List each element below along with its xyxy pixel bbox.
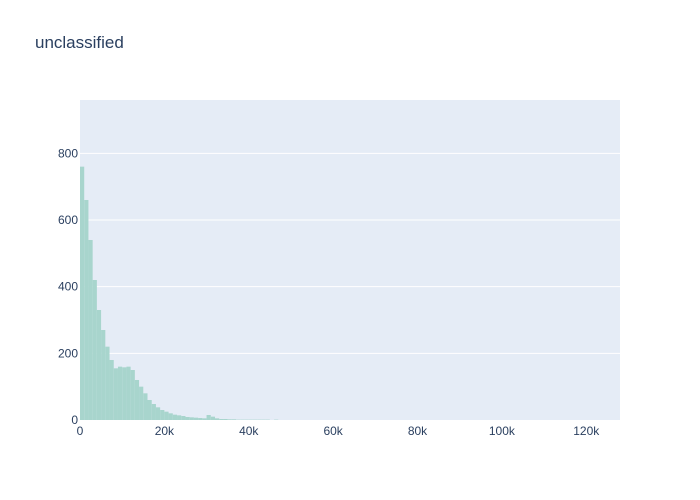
x-tick-label: 60k [323, 424, 343, 438]
histogram-bar [231, 419, 237, 420]
histogram-bar [227, 419, 232, 420]
histogram-bar [168, 413, 173, 420]
y-tick-label: 800 [58, 146, 78, 160]
histogram-bar [223, 419, 228, 420]
histogram-bar [155, 407, 161, 420]
histogram-bars [80, 166, 279, 420]
histogram-bar [147, 400, 152, 420]
histogram-bar [113, 368, 118, 420]
x-tick-label: 0 [77, 424, 84, 438]
chart-title: unclassified [35, 33, 124, 52]
histogram-bar [219, 419, 224, 420]
histogram-bar [202, 418, 207, 420]
histogram-bar [117, 366, 123, 420]
histogram-bar [164, 411, 169, 420]
histogram-bar [210, 416, 215, 420]
y-axis-ticks: 0 200 400 600 800 [58, 146, 78, 427]
histogram-bar [134, 380, 140, 420]
x-tick-label: 40k [239, 424, 259, 438]
histogram-bar [198, 418, 203, 420]
histogram-bar [80, 166, 85, 420]
y-tick-label: 400 [58, 280, 78, 294]
plot-background [80, 100, 620, 420]
histogram-bar [109, 360, 114, 420]
histogram-bar [193, 417, 199, 420]
histogram-bar [101, 330, 106, 420]
histogram-bar [151, 404, 156, 420]
x-tick-label: 100k [489, 424, 516, 438]
histogram-bar [143, 393, 148, 420]
histogram-bar [139, 386, 144, 420]
histogram-bar [189, 417, 194, 420]
histogram-bar [105, 346, 110, 420]
histogram-bar [172, 414, 178, 420]
histogram-bar [96, 310, 102, 420]
histogram-bar [88, 240, 93, 420]
histogram-bar [206, 415, 211, 420]
x-tick-label: 120k [573, 424, 600, 438]
x-tick-label: 80k [408, 424, 428, 438]
histogram-bar [160, 410, 165, 420]
histogram-bar [181, 416, 186, 420]
y-tick-label: 600 [58, 213, 78, 227]
y-tick-label: 200 [58, 346, 78, 360]
grid-lines [80, 152, 620, 354]
histogram-bar [126, 366, 131, 420]
x-tick-label: 20k [155, 424, 175, 438]
histogram-bar [215, 418, 220, 420]
histogram-bar [185, 417, 190, 420]
histogram-bar [84, 200, 89, 420]
x-axis-ticks: 0 20k 40k 60k 80k 100k 120k [77, 424, 601, 438]
histogram-bar [92, 280, 97, 420]
y-tick-label: 0 [71, 413, 78, 427]
histogram-bar [177, 415, 182, 420]
histogram-bar [122, 367, 127, 420]
histogram-bar [130, 370, 135, 420]
